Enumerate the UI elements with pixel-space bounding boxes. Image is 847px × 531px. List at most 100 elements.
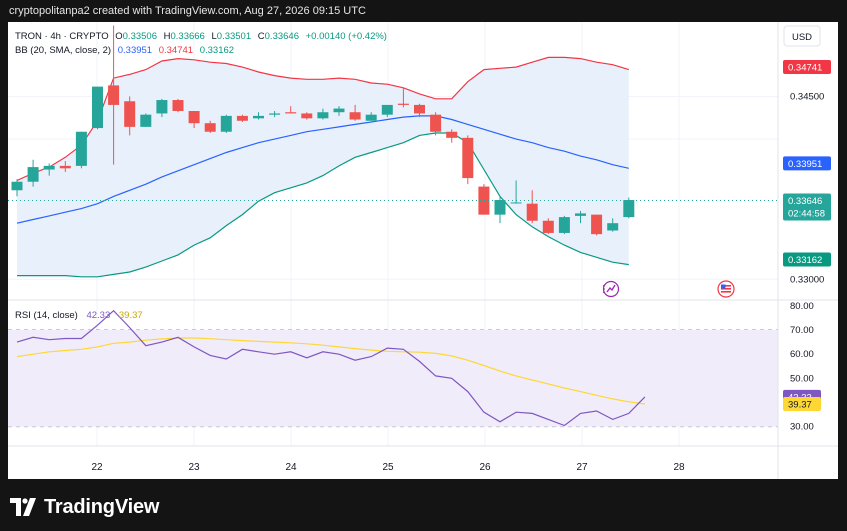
chart-canvas[interactable]: TRON · 4h · CRYPTO O0.33506 H0.33666 L0.… bbox=[8, 22, 838, 479]
crypto-event-icon[interactable] bbox=[602, 280, 620, 298]
rsi-ma-value-tag-label: 39.37 bbox=[788, 400, 812, 411]
currency-label: USD bbox=[792, 32, 812, 43]
candle[interactable] bbox=[510, 180, 522, 204]
brand-name: TradingView bbox=[44, 495, 160, 518]
us-flag-event-icon[interactable] bbox=[717, 280, 735, 298]
time-tick-label: 26 bbox=[479, 462, 491, 473]
rsi-line bbox=[16, 309, 646, 427]
candle[interactable] bbox=[204, 120, 216, 133]
candle-body bbox=[430, 114, 442, 132]
rsi-band-fill bbox=[8, 330, 778, 427]
candle[interactable] bbox=[381, 104, 393, 118]
last-price-tag-label: 0.33646 bbox=[788, 196, 822, 207]
footer-logo[interactable]: TradingView bbox=[10, 494, 159, 520]
candle-body bbox=[349, 112, 361, 120]
candle[interactable] bbox=[92, 86, 103, 130]
bb-upper-line bbox=[16, 56, 629, 182]
bb-upper-tag bbox=[783, 59, 831, 74]
candle-body bbox=[607, 223, 619, 231]
candle[interactable] bbox=[220, 114, 232, 133]
candle[interactable] bbox=[575, 210, 586, 224]
bb-basis-line bbox=[16, 115, 629, 224]
candle-body bbox=[220, 115, 232, 132]
candle[interactable] bbox=[124, 96, 136, 136]
candle[interactable] bbox=[188, 111, 200, 129]
rsi-tick-label: 60.00 bbox=[790, 349, 814, 360]
candle-body bbox=[140, 114, 152, 127]
candle[interactable] bbox=[59, 161, 71, 172]
candle-body bbox=[526, 203, 538, 221]
time-tick-label: 27 bbox=[576, 462, 588, 473]
chart-panel[interactable]: TRON · 4h · CRYPTO O0.33506 H0.33666 L0.… bbox=[8, 22, 838, 479]
candle[interactable] bbox=[301, 112, 313, 120]
candle-body bbox=[285, 112, 297, 114]
candle[interactable] bbox=[156, 98, 168, 118]
candle[interactable] bbox=[446, 129, 458, 143]
candle-body bbox=[591, 214, 603, 235]
attribution-bar: cryptopolitanpa2 created with TradingVie… bbox=[0, 0, 847, 22]
candle[interactable] bbox=[542, 218, 554, 235]
candle[interactable] bbox=[27, 159, 39, 187]
candle[interactable] bbox=[607, 218, 619, 232]
time-tick-label: 25 bbox=[382, 462, 394, 473]
candle[interactable] bbox=[526, 190, 538, 224]
rsi-tick-label: 80.00 bbox=[790, 301, 814, 312]
bb-upper-tag-label: 0.34741 bbox=[788, 62, 822, 73]
time-axis[interactable]: 22 23 24 25 26 27 28 bbox=[91, 462, 685, 473]
candle[interactable] bbox=[591, 214, 603, 236]
bb-lower-tag bbox=[783, 252, 831, 267]
candle[interactable] bbox=[558, 215, 570, 235]
candle[interactable] bbox=[75, 131, 87, 169]
candle-body bbox=[462, 137, 474, 179]
candle[interactable] bbox=[430, 112, 442, 136]
candle-body bbox=[172, 100, 184, 112]
bb-basis-tag-label: 0.33951 bbox=[788, 159, 822, 170]
candle-body bbox=[575, 213, 586, 216]
candle-body bbox=[478, 186, 490, 215]
candle[interactable] bbox=[108, 25, 120, 165]
candle-body bbox=[542, 220, 554, 233]
candle[interactable] bbox=[285, 106, 297, 114]
candle-body bbox=[253, 115, 264, 119]
currency-button[interactable] bbox=[783, 25, 821, 47]
legend-ohlc[interactable]: TRON · 4h · CRYPTO O0.33506 H0.33666 L0.… bbox=[15, 31, 387, 42]
candle[interactable] bbox=[236, 114, 248, 122]
bb-lower-line bbox=[17, 132, 629, 278]
candle[interactable] bbox=[43, 163, 55, 176]
price-tick-label: 0.33000 bbox=[790, 274, 824, 285]
attribution-text: cryptopolitanpa2 created with TradingVie… bbox=[9, 5, 366, 17]
candle[interactable] bbox=[253, 112, 264, 120]
candle[interactable] bbox=[462, 135, 474, 185]
rsi-tick-label: 50.00 bbox=[790, 373, 814, 384]
candle-body bbox=[381, 104, 393, 115]
bollinger-band-fill bbox=[17, 57, 629, 277]
candle[interactable] bbox=[623, 197, 635, 219]
candle-body bbox=[623, 200, 635, 218]
candle-body bbox=[301, 113, 313, 119]
candle-body bbox=[510, 202, 522, 204]
candle-body bbox=[269, 113, 281, 115]
price-tags: 0.34741 0.33951 0.33646 02:44:58 0.33162 bbox=[783, 59, 831, 267]
candle-body bbox=[414, 104, 425, 114]
candle[interactable] bbox=[140, 113, 152, 127]
legend-bollinger[interactable]: BB (20, SMA, close, 2) 0.33951 0.34741 0… bbox=[15, 45, 234, 56]
rsi-axis[interactable]: 80.00 70.00 60.00 50.00 30.00 bbox=[790, 301, 814, 433]
rsi-tick-label: 30.00 bbox=[790, 422, 814, 433]
price-axis[interactable]: 0.34500 0.33000 bbox=[790, 91, 824, 285]
candles-group[interactable] bbox=[11, 25, 635, 236]
time-tick-label: 24 bbox=[285, 462, 297, 473]
candle[interactable] bbox=[269, 111, 281, 118]
candle[interactable] bbox=[397, 87, 409, 108]
candle[interactable] bbox=[414, 103, 425, 118]
legend-rsi[interactable]: RSI (14, close) 42.33 39.37 bbox=[15, 310, 143, 321]
candle[interactable] bbox=[478, 184, 490, 215]
tradingview-logo-icon bbox=[10, 498, 36, 516]
candle[interactable] bbox=[365, 112, 377, 121]
candle[interactable] bbox=[333, 106, 345, 116]
candle[interactable] bbox=[11, 179, 23, 197]
candle[interactable] bbox=[349, 104, 361, 121]
time-tick-label: 28 bbox=[673, 462, 685, 473]
candle[interactable] bbox=[172, 98, 184, 113]
candle[interactable] bbox=[317, 108, 329, 120]
